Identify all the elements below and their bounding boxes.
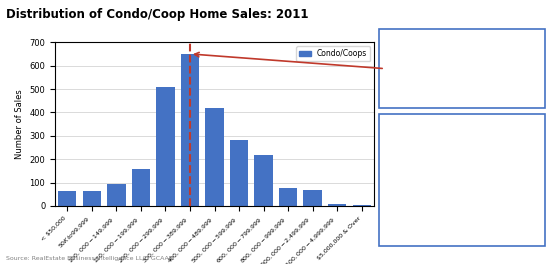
Y-axis label: Number of Sales: Number of Sales <box>15 89 24 159</box>
Bar <box>82 191 101 206</box>
Bar <box>230 140 248 206</box>
Legend: Condo/Coops: Condo/Coops <box>296 46 370 61</box>
Text: Median Sales Price of all
Homes:
2000          $159,000
2011          $399,000

: Median Sales Price of all Homes: 2000 $1… <box>396 124 506 212</box>
Text: $362,000: $362,000 <box>434 80 490 90</box>
Bar <box>181 54 199 206</box>
Bar <box>107 184 125 206</box>
Bar <box>254 155 273 206</box>
Bar <box>156 87 175 206</box>
Bar <box>205 108 224 206</box>
Bar <box>328 204 346 206</box>
Bar <box>131 169 150 206</box>
Bar <box>58 191 76 206</box>
Bar <box>279 188 298 206</box>
Text: Distribution of Condo/Coop Home Sales: 2011: Distribution of Condo/Coop Home Sales: 2… <box>6 8 308 21</box>
Text: Median Sales Price: Median Sales Price <box>414 51 510 60</box>
Bar <box>304 190 322 206</box>
Text: Source: RealEstate Business Intelligence LLC, GCAAR.: Source: RealEstate Business Intelligence… <box>6 256 174 261</box>
Bar <box>353 205 371 206</box>
